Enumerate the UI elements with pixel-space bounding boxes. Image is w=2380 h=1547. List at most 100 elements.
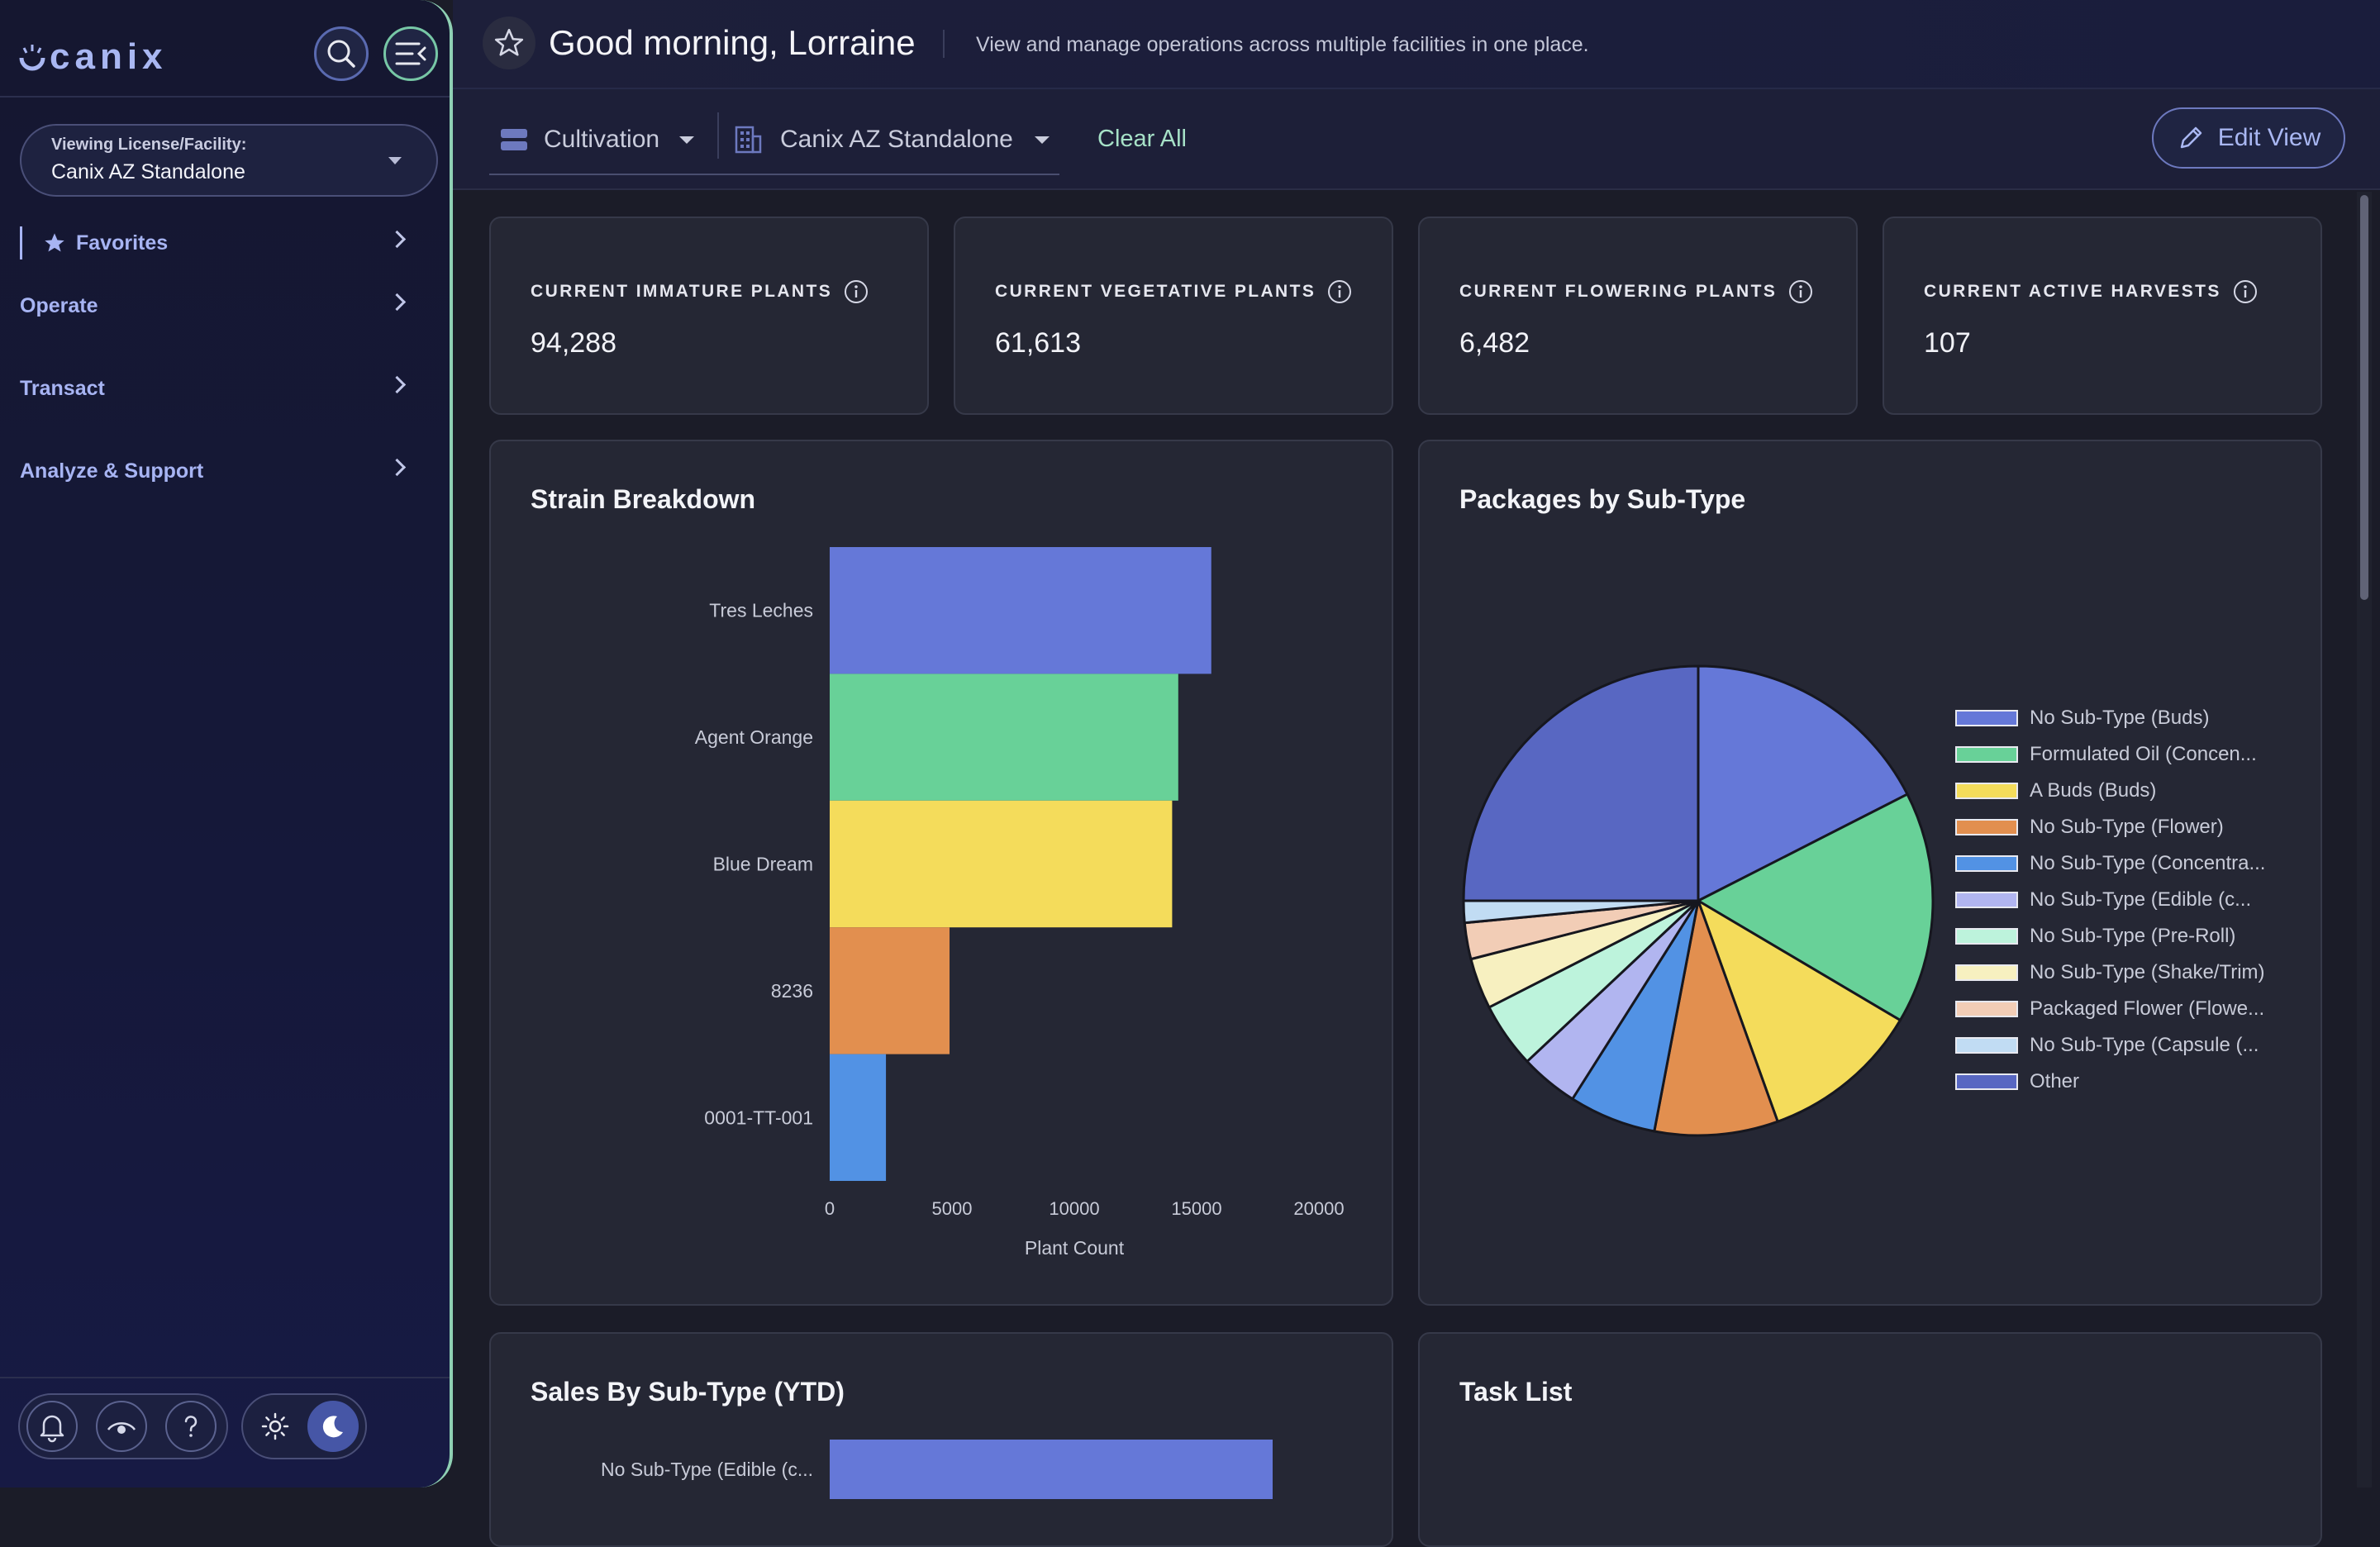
main-scrollbar[interactable] [2357, 192, 2372, 1488]
legend-item[interactable]: Formulated Oil (Concen... [1955, 742, 2257, 767]
sidebar-divider [0, 96, 450, 98]
page-title: Good morning, Lorraine [549, 23, 916, 62]
stat-label-row: CURRENT VEGETATIVE PLANTS [995, 279, 1352, 304]
pie-slice[interactable] [1697, 899, 1902, 1123]
pie-slice[interactable] [1697, 793, 1935, 1022]
sunrise-logo-icon [19, 45, 45, 71]
chevron-right-icon [388, 230, 407, 249]
legend-swatch [1955, 710, 2018, 726]
stat-card-vegetative-plants: CURRENT VEGETATIVE PLANTS 61,613 [954, 217, 1393, 415]
sidebar-item-favorites[interactable]: Favorites [20, 223, 408, 263]
card-title: Strain Breakdown [531, 484, 756, 514]
notifications-button[interactable] [26, 1401, 78, 1452]
info-icon[interactable] [844, 279, 869, 304]
sidebar-item-label: Operate [20, 293, 98, 317]
info-icon[interactable] [1788, 279, 1813, 304]
sidebar-item-transact[interactable]: Transact [20, 369, 408, 408]
legend-item[interactable]: No Sub-Type (Pre-Roll) [1955, 924, 2235, 949]
scrollbar-thumb[interactable] [2360, 195, 2368, 600]
chevron-right-icon [388, 458, 407, 477]
legend-item[interactable]: Packaged Flower (Flowe... [1955, 997, 2264, 1021]
list-icon [501, 129, 527, 150]
sales-category-label: No Sub-Type (Edible (c... [601, 1459, 813, 1480]
stat-label: CURRENT ACTIVE HARVESTS [1924, 282, 2221, 301]
pie-slice[interactable] [1697, 664, 1909, 902]
legend-swatch [1955, 928, 2018, 945]
visibility-button[interactable] [96, 1401, 147, 1452]
stat-value: 107 [1924, 327, 1971, 359]
search-button[interactable] [314, 26, 369, 81]
sidebar-item-label: Favorites [76, 231, 169, 255]
task-list-card: Task List [1418, 1332, 2322, 1547]
caret-down-icon [388, 157, 402, 164]
facility-selector[interactable]: Viewing License/Facility: Canix AZ Stand… [20, 124, 438, 197]
pie-slice[interactable] [1462, 664, 1700, 902]
theme-toggle [241, 1393, 367, 1459]
sidebar-item-label: Analyze & Support [20, 459, 204, 483]
legend-swatch [1955, 746, 2018, 763]
stat-label: CURRENT IMMATURE PLANTS [531, 282, 833, 301]
legend-label: No Sub-Type (Flower) [2030, 816, 2224, 838]
sun-icon [261, 1412, 289, 1440]
collapse-menu-button[interactable] [383, 26, 438, 81]
strain-bar[interactable] [830, 1054, 887, 1181]
caret-down-icon [679, 136, 695, 144]
x-tick-label: 15000 [1171, 1198, 1221, 1219]
strain-bar[interactable] [830, 800, 1173, 928]
legend-swatch [1955, 1073, 2018, 1090]
clear-all-button[interactable]: Clear All [1097, 126, 1187, 152]
sidebar-item-label: Transact [20, 376, 105, 400]
sidebar-item-operate[interactable]: Operate [20, 286, 408, 326]
stat-value: 61,613 [995, 327, 1081, 359]
sidebar-item-analyze-support[interactable]: Analyze & Support [20, 451, 408, 491]
filter-underline [489, 174, 1059, 175]
logo-text: canix [50, 36, 168, 77]
pencil-icon [2180, 126, 2202, 149]
sidebar: canix Viewing License/Facility: Canix AZ… [0, 0, 453, 1488]
pie-slice[interactable] [1653, 899, 1779, 1137]
info-icon[interactable] [2233, 279, 2258, 304]
stat-label-row: CURRENT IMMATURE PLANTS [531, 279, 869, 304]
legend-item[interactable]: Other [1955, 1069, 2079, 1094]
legend-item[interactable]: No Sub-Type (Buds) [1955, 706, 2209, 731]
strain-bar[interactable] [830, 674, 1178, 801]
legend-item[interactable]: A Buds (Buds) [1955, 778, 2156, 803]
facility-filter-label: Canix AZ Standalone [780, 126, 1013, 153]
legend-swatch [1955, 783, 2018, 799]
legend-label: No Sub-Type (Buds) [2030, 707, 2210, 729]
sidebar-divider [0, 1377, 450, 1378]
legend-label: No Sub-Type (Edible (c... [2030, 888, 2252, 911]
legend-item[interactable]: No Sub-Type (Concentra... [1955, 851, 2265, 876]
strain-category-label: 8236 [771, 980, 813, 1002]
legend-item[interactable]: No Sub-Type (Capsule (... [1955, 1033, 2259, 1058]
light-theme-button[interactable] [250, 1401, 301, 1452]
strain-bar[interactable] [830, 547, 1211, 674]
x-tick-label: 20000 [1293, 1198, 1344, 1219]
filter-divider [717, 112, 719, 159]
legend-item[interactable]: No Sub-Type (Edible (c... [1955, 888, 2251, 912]
question-icon [184, 1416, 198, 1437]
info-icon[interactable] [1327, 279, 1352, 304]
stat-value: 6,482 [1459, 327, 1530, 359]
strain-bar[interactable] [830, 927, 950, 1054]
legend-item[interactable]: No Sub-Type (Shake/Trim) [1955, 960, 2265, 985]
stat-label-row: CURRENT FLOWERING PLANTS [1459, 279, 1813, 304]
edit-view-button[interactable]: Edit View [2152, 107, 2345, 169]
building-icon [735, 126, 762, 154]
legend-label: Other [2030, 1070, 2080, 1092]
header-divider [943, 30, 945, 58]
dark-theme-button[interactable] [307, 1401, 359, 1452]
legend-swatch [1955, 855, 2018, 872]
legend-item[interactable]: No Sub-Type (Flower) [1955, 815, 2224, 840]
department-filter[interactable]: Cultivation [499, 119, 695, 160]
help-button[interactable] [165, 1401, 217, 1452]
favorite-page-button[interactable] [483, 17, 536, 69]
sales-bar[interactable] [830, 1440, 1273, 1499]
stat-card-immature-plants: CURRENT IMMATURE PLANTS 94,288 [489, 217, 929, 415]
page-subtitle: View and manage operations across multip… [976, 33, 1589, 56]
stat-label-row: CURRENT ACTIVE HARVESTS [1924, 279, 2258, 304]
utility-button-group [18, 1393, 228, 1459]
facility-filter[interactable]: Canix AZ Standalone [734, 119, 1050, 160]
strain-category-label: 0001-TT-001 [704, 1107, 813, 1128]
canix-logo[interactable]: canix [18, 36, 168, 78]
